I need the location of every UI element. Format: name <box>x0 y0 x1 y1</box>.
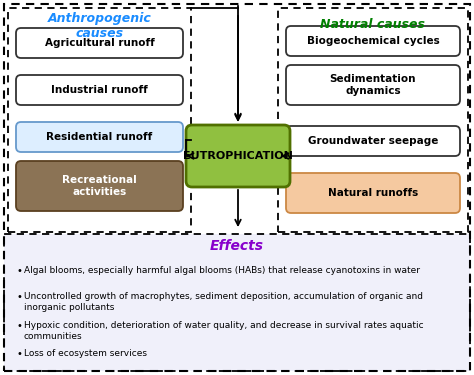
Text: Effects: Effects <box>210 239 264 253</box>
Bar <box>4 234 470 371</box>
Text: Uncontrolled growth of macrophytes, sediment deposition, accumulation of organic: Uncontrolled growth of macrophytes, sedi… <box>24 292 423 312</box>
Text: Hypoxic condition, deterioration of water quality, and decrease in survival rate: Hypoxic condition, deterioration of wate… <box>24 321 424 341</box>
Text: Groundwater seepage: Groundwater seepage <box>308 136 438 146</box>
Text: Natural causes: Natural causes <box>320 18 426 30</box>
FancyBboxPatch shape <box>286 126 460 156</box>
Text: •: • <box>16 266 22 276</box>
FancyBboxPatch shape <box>16 75 183 105</box>
Bar <box>278 8 468 232</box>
Text: Anthropogenic
causes: Anthropogenic causes <box>47 12 151 40</box>
Text: Industrial runoff: Industrial runoff <box>51 85 148 95</box>
Text: Algal blooms, especially harmful algal blooms (HABs) that release cyanotoxins in: Algal blooms, especially harmful algal b… <box>24 266 420 275</box>
FancyBboxPatch shape <box>186 125 290 187</box>
Text: Residential runoff: Residential runoff <box>46 132 153 142</box>
FancyBboxPatch shape <box>16 28 183 58</box>
Text: Loss of ecosystem services: Loss of ecosystem services <box>24 349 147 358</box>
Text: Natural runoffs: Natural runoffs <box>328 188 418 198</box>
Text: Biogeochemical cycles: Biogeochemical cycles <box>307 36 439 46</box>
Text: •: • <box>16 292 22 302</box>
Text: Sedimentation
dynamics: Sedimentation dynamics <box>330 74 416 96</box>
FancyBboxPatch shape <box>16 122 183 152</box>
Bar <box>4 234 470 371</box>
Text: •: • <box>16 349 22 359</box>
Text: EUTROPHICATION: EUTROPHICATION <box>183 151 293 161</box>
Text: Agricultural runoff: Agricultural runoff <box>45 38 155 48</box>
FancyBboxPatch shape <box>286 65 460 105</box>
Text: Recreational
activities: Recreational activities <box>62 175 137 197</box>
FancyBboxPatch shape <box>286 173 460 213</box>
FancyBboxPatch shape <box>16 161 183 211</box>
Bar <box>8 8 191 232</box>
Text: •: • <box>16 321 22 331</box>
FancyBboxPatch shape <box>286 26 460 56</box>
